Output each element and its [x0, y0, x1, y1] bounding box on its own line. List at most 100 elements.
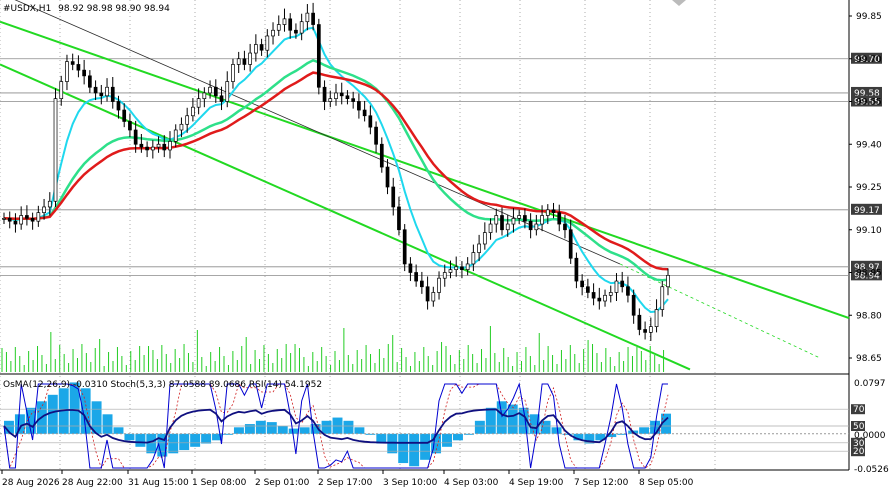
candle-body: [88, 75, 92, 88]
stoch-main-line: [3, 382, 668, 469]
osma-bar: [562, 433, 573, 435]
symbol-label: #USDX,H1: [3, 4, 51, 14]
osma-bar: [299, 427, 310, 434]
candle-body: [420, 280, 424, 288]
candle-body: [128, 121, 132, 131]
candle-body: [93, 86, 98, 94]
price-tick-label: 99.70: [856, 55, 882, 65]
candle-body: [2, 218, 6, 220]
candle-body: [316, 24, 321, 88]
time-tick-label: 2 Sep 01:00: [255, 478, 310, 488]
candle-body: [528, 220, 533, 231]
candle-body: [488, 223, 493, 233]
candle-body: [196, 98, 201, 108]
candle-body: [534, 223, 539, 231]
candle-body: [637, 314, 642, 330]
osc-level-label: 50: [853, 422, 865, 432]
price-tick-label: 99.55: [856, 98, 882, 108]
level-tag: [851, 86, 882, 98]
candle-body: [465, 263, 470, 271]
candle-body: [208, 86, 212, 94]
candle-body: [145, 146, 149, 151]
osma-bar: [617, 433, 628, 435]
osma-bar: [595, 433, 606, 441]
osma-bar: [354, 427, 365, 434]
osma-bar: [146, 433, 157, 454]
osma-bar: [420, 433, 431, 460]
osma-bar: [398, 433, 409, 464]
candle-body: [105, 86, 109, 97]
candle-body: [351, 98, 356, 102]
osma-tick-label: 0.0797: [854, 379, 886, 389]
candle-body: [276, 24, 281, 31]
osma-tick-label: -0.0526: [854, 465, 889, 475]
candle-body: [574, 257, 579, 282]
osma-bar: [190, 433, 201, 447]
osma-bar: [244, 424, 255, 434]
candle-body: [494, 215, 499, 225]
osma-bar: [14, 414, 25, 434]
candle-body: [402, 229, 407, 265]
osc-level-label: 30: [853, 439, 865, 449]
osma-bar: [584, 433, 595, 444]
candle-body: [133, 129, 138, 145]
osma-bar: [365, 433, 376, 435]
candle-body: [614, 280, 619, 293]
candle-body: [242, 58, 247, 65]
candle-body: [339, 92, 344, 97]
candle-body: [7, 218, 12, 222]
osma-bar: [288, 428, 299, 434]
level-tag: [851, 260, 882, 272]
time-tick-label: 7 Sep 12:00: [574, 478, 629, 488]
candle-body: [654, 309, 659, 327]
time-tick-label: 4 Sep 03:00: [444, 478, 499, 488]
candle-body: [82, 69, 86, 77]
stoch-signal-line: [3, 383, 669, 470]
candle-body: [122, 109, 127, 122]
candle-body: [139, 143, 144, 148]
candle-body: [482, 232, 487, 245]
osma-bar: [452, 433, 463, 441]
candle-body: [454, 266, 459, 270]
level-tag: [851, 269, 882, 281]
candle-body: [202, 92, 207, 99]
candle-body: [374, 126, 378, 145]
candle-body: [179, 123, 184, 131]
osma-tick-label: 0.0000: [854, 431, 886, 441]
time-tick-label: 1 Sep 08:00: [192, 478, 247, 488]
ema-slow-line: [3, 71, 669, 271]
osma-bar: [606, 433, 617, 438]
candle-body: [311, 12, 315, 25]
indicator-header: OsMA(12,26,9) -0.0310 Stoch(5,3,3) 87.05…: [3, 380, 322, 390]
candle-body: [517, 215, 522, 219]
osc-level-tag: [851, 421, 865, 431]
candle-body: [70, 61, 75, 65]
price-axis: 99.85 99.70 99.55 99.40 99.25 99.10 98.95 98.80…: [849, 12, 889, 475]
candle-body: [431, 292, 436, 302]
candle-body: [99, 92, 104, 97]
osma-bar: [223, 433, 233, 435]
price-tick-label: 99.25: [856, 183, 882, 193]
trend-channel-lines[interactable]: [0, 0, 850, 371]
price-tick-label: 99.85: [856, 12, 882, 22]
price-tick-label: 99.40: [856, 140, 882, 150]
candle-body: [47, 200, 52, 208]
candle-body: [563, 223, 567, 231]
candle-body: [231, 64, 235, 82]
level-tag: [851, 95, 882, 107]
candle-body: [505, 223, 510, 231]
candle-body: [666, 275, 670, 288]
candle-body: [162, 143, 167, 151]
candle-body: [425, 286, 430, 302]
ohlc-label: 98.92 98.98 98.90 98.94: [58, 4, 170, 14]
time-tick-label: 31 Aug 15:00: [128, 478, 189, 488]
candle-body: [643, 329, 647, 333]
osma-bar: [321, 420, 332, 434]
chart-shift-marker[interactable]: [672, 0, 686, 6]
candle-body: [580, 280, 584, 288]
osma-bar: [376, 433, 387, 444]
candle-body: [408, 263, 413, 273]
osma-bar: [168, 433, 179, 454]
time-tick-label: 28 Aug 22:00: [62, 478, 123, 488]
